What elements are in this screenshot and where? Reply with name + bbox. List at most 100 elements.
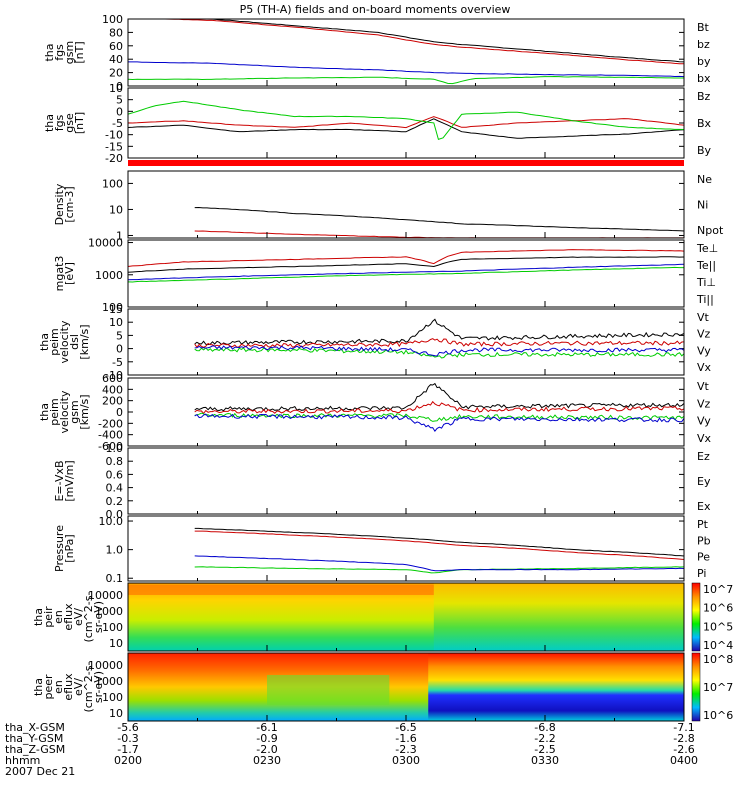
panel-2-ytick-label: 5 bbox=[116, 94, 123, 107]
panel-8-ytick-label: 1.0 bbox=[106, 544, 124, 557]
panel-7-ylabel-line: E=-VxB bbox=[53, 460, 66, 501]
xaxis-row-1-value: -6.1 bbox=[256, 721, 277, 734]
panel-5-series-Vt-line bbox=[194, 318, 685, 346]
panel-4-ylabel-line: [eV] bbox=[63, 262, 76, 285]
panel-7-ylabel-line: [mV/m] bbox=[63, 460, 76, 501]
panel-10-ylabel-line: en bbox=[52, 680, 65, 694]
xaxis-row-3-value: -2.5 bbox=[534, 743, 555, 756]
panel-9-colorbar-label: 10^6 bbox=[703, 602, 733, 615]
xaxis-row-3-value: -2.3 bbox=[395, 743, 416, 756]
panel-3-legend-Ne: Ne bbox=[697, 173, 712, 186]
panel-5-ytick-label: 15 bbox=[109, 303, 123, 316]
panel-9-ylabel-line: en bbox=[52, 610, 65, 624]
ion-spectrogram-highband bbox=[128, 585, 434, 595]
panel-4-ytick-label: 1000 bbox=[95, 269, 123, 282]
ion-spectrogram-late bbox=[433, 583, 684, 651]
panel-7-ytick-label: 0.8 bbox=[106, 455, 124, 468]
panel-6-ytick-label: 400 bbox=[102, 383, 123, 396]
panel-9-ylabel-line: peir bbox=[42, 606, 55, 628]
panel-6-ytick-label: -400 bbox=[98, 429, 123, 442]
panel-4-legend-Ti: Ti|| bbox=[696, 293, 714, 306]
panel-7-legend-Ex: Ex bbox=[697, 500, 711, 513]
panel-10-ytick-label: 100 bbox=[102, 691, 123, 704]
panel-5-ylabel-line: [km/s] bbox=[78, 324, 91, 359]
panel-6-ylabel-line: gsm bbox=[68, 400, 81, 423]
panel-8-ylabel-line: [nPa] bbox=[63, 534, 76, 562]
xaxis-row-label-2: tha_Y-GSM bbox=[5, 732, 63, 745]
panel-8-ylabel-line: Pressure bbox=[53, 525, 66, 572]
panel-1-ytick-label: 20 bbox=[109, 67, 123, 80]
panel-1-ylabel-line: [nT] bbox=[73, 41, 86, 63]
panel-2-ytick-label: -20 bbox=[105, 152, 123, 165]
panel-3-ylabel-line: Density bbox=[53, 183, 66, 225]
panel-5-series-Vy-line bbox=[194, 347, 685, 359]
panel-5-legend-Vy: Vy bbox=[697, 344, 711, 357]
panel-8-series-Pt-line bbox=[194, 527, 685, 557]
panel-10-ylabel-line: eflux bbox=[62, 673, 75, 701]
xaxis-row-3-value: -2.0 bbox=[256, 743, 277, 756]
panel-6-series-Vy-line bbox=[194, 412, 685, 422]
panel-9-colorbar-label: 10^5 bbox=[703, 620, 733, 633]
panel-6-series-Vt-line bbox=[194, 382, 685, 412]
panel-5-ylabel-line: tha bbox=[38, 333, 51, 351]
xaxis-row-4-value: 0200 bbox=[114, 754, 142, 767]
xaxis-row-3-value: -1.7 bbox=[117, 743, 138, 756]
panel-6-legend-Vy: Vy bbox=[697, 415, 711, 428]
xaxis-row-1-value: -5.6 bbox=[117, 721, 138, 734]
panel-1-series-by-line bbox=[127, 75, 684, 85]
panel-6-ytick-label: 200 bbox=[102, 395, 123, 408]
xaxis-row-label-1: tha_X-GSM bbox=[5, 721, 65, 734]
panel-6-series-Vz-line bbox=[194, 400, 685, 415]
panel-1-ytick-label: 0 bbox=[116, 80, 123, 93]
panel-8-legend-Pi: Pi bbox=[697, 567, 706, 580]
panel-2-legend-Bx: Bx bbox=[697, 117, 712, 130]
xaxis-date: 2007 Dec 21 bbox=[5, 765, 75, 778]
panel-1-ylabel-line: tha bbox=[43, 43, 56, 61]
panel-2-ytick-label: -5 bbox=[112, 117, 123, 130]
panel-5-series-Vx-line bbox=[194, 345, 685, 357]
panel-7-legend-Ez: Ez bbox=[697, 450, 710, 463]
panel-4-legend-Te: Te|| bbox=[696, 259, 716, 272]
panel-7-ytick-label: 0.6 bbox=[106, 468, 124, 481]
panel-6-ytick-label: 0 bbox=[116, 406, 123, 419]
panel-2-ylabel-line: gse bbox=[63, 113, 76, 133]
panel-8-series-Pb-line bbox=[194, 530, 685, 560]
panel-10-colorbar-label: 10^6 bbox=[703, 709, 733, 722]
panel-1-legend-bz: bz bbox=[697, 38, 710, 51]
panel-9-ylabel-line: (cm^2-s- bbox=[82, 592, 95, 643]
panel-6-ylabel-line: tha bbox=[38, 403, 51, 421]
xaxis-row-4-value: 0230 bbox=[253, 754, 281, 767]
panel-1-legend-bx: bx bbox=[697, 72, 711, 85]
panel-9-ytick-label: 10 bbox=[109, 637, 123, 650]
panel-6-series-Vx-line bbox=[194, 413, 685, 432]
xaxis-row-label-3: tha_Z-GSM bbox=[5, 743, 65, 756]
panel-9-ylabel-line: eflux bbox=[62, 603, 75, 631]
panel-7-ytick-label: 0.2 bbox=[106, 495, 124, 508]
panel-6-ylabel-line: peim bbox=[48, 398, 61, 426]
panel-10-colorbar-label: 10^7 bbox=[703, 681, 733, 694]
panel-3-legend-Ni: Ni bbox=[697, 199, 708, 212]
panel-10-colorbar-label: 10^8 bbox=[703, 653, 733, 666]
electron-spectrogram-green-region bbox=[267, 675, 390, 705]
panel-1-series-Bt-line bbox=[128, 18, 685, 63]
panel-9-ylabel-line: eV/ bbox=[72, 608, 85, 626]
panel-4-series-Ti-line bbox=[127, 266, 684, 283]
panel-3-ytick-label: 100 bbox=[102, 177, 123, 190]
panel-3-ytick-label: 10 bbox=[109, 203, 123, 216]
panel-10-ytick-label: 10 bbox=[109, 707, 123, 720]
panel-9-ytick-label: 1000 bbox=[95, 605, 123, 618]
panel-4-ytick-label: 10000 bbox=[88, 237, 123, 250]
panel-3-ylabel-line: [cm-3] bbox=[63, 186, 76, 222]
panel-6-ylabel-line: velocity bbox=[58, 390, 71, 433]
panel-7-frame bbox=[127, 447, 685, 515]
panel-1-legend-Bt: Bt bbox=[697, 21, 710, 34]
panel-7-legend-Ey: Ey bbox=[697, 475, 711, 488]
panel-2-ytick-label: -10 bbox=[105, 129, 123, 142]
panel-9-ylabel-line: tha bbox=[32, 608, 45, 626]
panel-8-legend-Pb: Pb bbox=[697, 534, 711, 547]
panel-5-legend-Vx: Vx bbox=[697, 361, 712, 374]
panel-8-ytick-label: 10.0 bbox=[99, 515, 124, 528]
panel-5-ytick-label: 10 bbox=[109, 316, 123, 329]
panel-8-frame bbox=[127, 515, 685, 582]
